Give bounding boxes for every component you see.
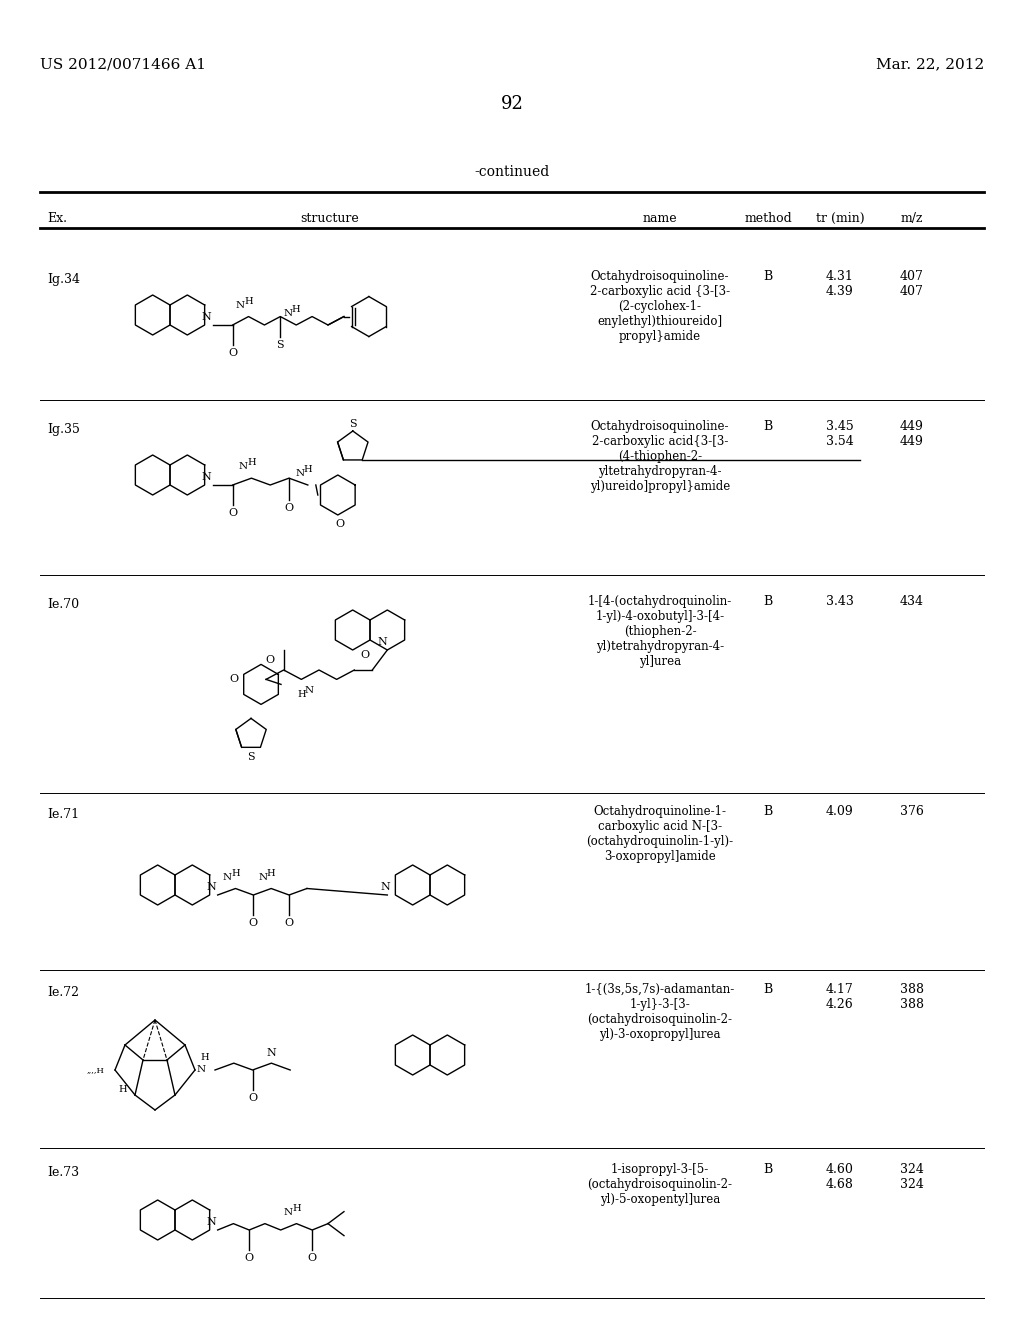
Text: O: O (245, 1253, 254, 1263)
Text: 449: 449 (900, 436, 924, 447)
Text: N: N (236, 301, 245, 310)
Text: O: O (360, 649, 370, 660)
Text: Ie.72: Ie.72 (47, 986, 79, 999)
Text: -continued: -continued (474, 165, 550, 180)
Text: N: N (239, 462, 248, 471)
Text: B: B (763, 420, 773, 433)
Text: N: N (223, 873, 232, 882)
Text: N: N (266, 1048, 276, 1059)
Text: 324: 324 (900, 1177, 924, 1191)
Text: N: N (284, 1208, 293, 1217)
Text: Octahydroisoquinoline-
2-carboxylic acid {3-[3-
(2-cyclohex-1-
enylethyl)thioure: Octahydroisoquinoline- 2-carboxylic acid… (590, 271, 730, 343)
Text: O: O (248, 1093, 257, 1104)
Text: N: N (305, 686, 314, 696)
Text: N: N (378, 638, 387, 647)
Text: H: H (267, 869, 275, 878)
Text: US 2012/0071466 A1: US 2012/0071466 A1 (40, 57, 206, 71)
Text: N: N (207, 1217, 216, 1228)
Text: H: H (303, 465, 312, 474)
Text: 92: 92 (501, 95, 523, 114)
Text: 376: 376 (900, 805, 924, 818)
Text: 4.26: 4.26 (826, 998, 854, 1011)
Text: 449: 449 (900, 420, 924, 433)
Text: 4.60: 4.60 (826, 1163, 854, 1176)
Text: H: H (231, 869, 240, 878)
Text: B: B (763, 1163, 773, 1176)
Text: N: N (197, 1065, 206, 1074)
Text: S: S (276, 339, 284, 350)
Text: 388: 388 (900, 998, 924, 1011)
Text: 1-isopropyl-3-[5-
(octahydroisoquinolin-2-
yl)-5-oxopentyl]urea: 1-isopropyl-3-[5- (octahydroisoquinolin-… (588, 1163, 732, 1206)
Text: 4.31: 4.31 (826, 271, 854, 282)
Text: 407: 407 (900, 271, 924, 282)
Text: 388: 388 (900, 983, 924, 997)
Text: 3.54: 3.54 (826, 436, 854, 447)
Text: S: S (247, 752, 255, 763)
Text: N: N (295, 469, 304, 478)
Text: B: B (763, 805, 773, 818)
Text: Octahydroisoquinoline-
2-carboxylic acid{3-[3-
(4-thiophen-2-
yltetrahydropyran-: Octahydroisoquinoline- 2-carboxylic acid… (590, 420, 730, 492)
Text: O: O (265, 655, 274, 665)
Text: H: H (244, 297, 253, 305)
Text: O: O (285, 503, 294, 513)
Text: name: name (643, 213, 677, 224)
Text: Octahydroquinoline-1-
carboxylic acid N-[3-
(octahydroquinolin-1-yl)-
3-oxopropy: Octahydroquinoline-1- carboxylic acid N-… (587, 805, 733, 863)
Text: 434: 434 (900, 595, 924, 609)
Text: N: N (284, 309, 293, 318)
Text: Ie.70: Ie.70 (47, 598, 79, 611)
Text: 3.45: 3.45 (826, 420, 854, 433)
Text: O: O (285, 917, 294, 928)
Text: S: S (349, 418, 356, 429)
Text: Ie.71: Ie.71 (47, 808, 79, 821)
Text: method: method (744, 213, 792, 224)
Text: O: O (228, 348, 238, 358)
Text: ,,,,H: ,,,,H (87, 1067, 105, 1074)
Text: H: H (292, 1204, 301, 1213)
Text: 407: 407 (900, 285, 924, 298)
Text: O: O (335, 519, 344, 529)
Text: Mar. 22, 2012: Mar. 22, 2012 (876, 57, 984, 71)
Text: tr (min): tr (min) (816, 213, 864, 224)
Text: H: H (292, 305, 300, 314)
Text: 4.68: 4.68 (826, 1177, 854, 1191)
Text: H: H (119, 1085, 127, 1094)
Text: B: B (763, 271, 773, 282)
Text: m/z: m/z (901, 213, 924, 224)
Text: 3.43: 3.43 (826, 595, 854, 609)
Text: O: O (228, 508, 238, 517)
Text: 4.39: 4.39 (826, 285, 854, 298)
Text: H: H (200, 1053, 209, 1063)
Text: 324: 324 (900, 1163, 924, 1176)
Text: N: N (202, 473, 212, 482)
Text: O: O (307, 1253, 316, 1263)
Text: H: H (247, 458, 256, 467)
Text: O: O (229, 675, 239, 684)
Text: B: B (763, 595, 773, 609)
Text: 1-[4-(octahydroquinolin-
1-yl)-4-oxobutyl]-3-[4-
(thiophen-2-
yl)tetrahydropyran: 1-[4-(octahydroquinolin- 1-yl)-4-oxobuty… (588, 595, 732, 668)
Text: Ie.73: Ie.73 (47, 1166, 79, 1179)
Text: Ex.: Ex. (47, 213, 67, 224)
Text: N: N (259, 873, 267, 882)
Text: H: H (297, 690, 305, 700)
Text: 1-{(3s,5s,7s)-adamantan-
1-yl}-3-[3-
(octahydroisoquinolin-2-
yl)-3-oxopropyl]ur: 1-{(3s,5s,7s)-adamantan- 1-yl}-3-[3- (oc… (585, 983, 735, 1041)
Text: Ig.34: Ig.34 (47, 273, 80, 286)
Text: N: N (202, 312, 212, 322)
Text: N: N (207, 882, 216, 892)
Text: N: N (381, 882, 390, 892)
Text: B: B (763, 983, 773, 997)
Text: O: O (249, 917, 258, 928)
Text: structure: structure (301, 213, 359, 224)
Text: 4.17: 4.17 (826, 983, 854, 997)
Text: Ig.35: Ig.35 (47, 422, 80, 436)
Text: 4.09: 4.09 (826, 805, 854, 818)
